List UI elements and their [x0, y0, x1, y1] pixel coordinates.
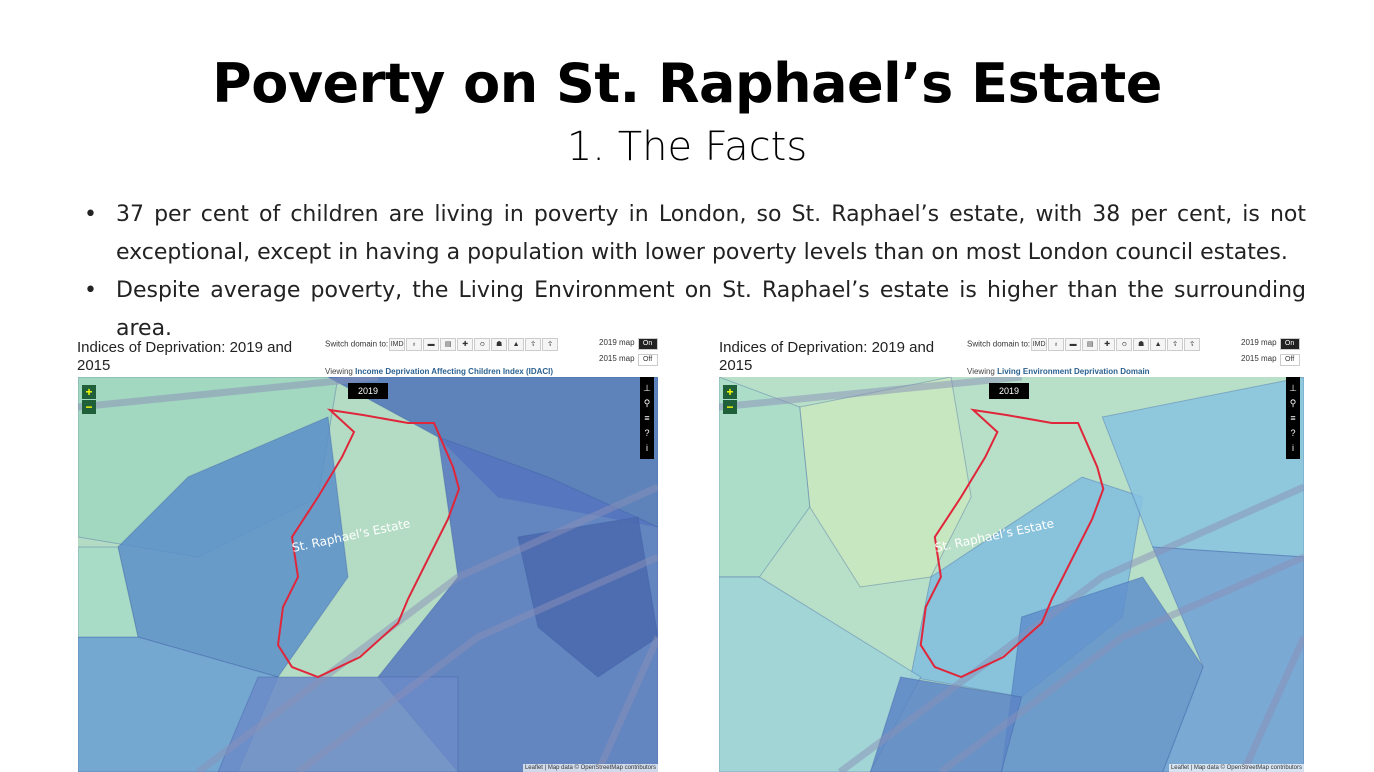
map-svg: St. Raphael’s Estate — [78, 377, 658, 772]
map-svg: St. Raphael’s Estate — [719, 377, 1304, 772]
map-title: Indices of Deprivation: 2019 and 2015 — [719, 339, 935, 374]
domain-button-employment[interactable]: ▬ — [423, 338, 440, 351]
domain-button-environment[interactable]: ▲ — [508, 338, 525, 351]
viewing-caption: Viewing Living Environment Deprivation D… — [967, 367, 1150, 376]
domain-button-income[interactable]: ♁ — [1048, 338, 1065, 351]
help-icon[interactable]: ? — [644, 428, 650, 438]
map-toolbar: ⊥ ⚲ ≡? i — [640, 377, 654, 459]
bullet-item: 37 per cent of children are living in po… — [84, 196, 1306, 272]
map-attribution[interactable]: Leaflet | Map data © OpenStreetMap contr… — [522, 764, 658, 772]
search-icon[interactable]: ⚲ — [1289, 398, 1297, 408]
layers-icon[interactable]: ≡ — [1290, 413, 1296, 423]
map-attribution[interactable]: Leaflet | Map data © OpenStreetMap contr… — [1168, 764, 1304, 772]
viewing-caption: Viewing Income Deprivation Affecting Chi… — [325, 367, 554, 376]
deprivation-area — [78, 546, 139, 638]
slide-subtitle: 1. The Facts — [566, 124, 808, 170]
help-icon[interactable]: ? — [1290, 428, 1296, 438]
domain-button-crime[interactable]: ഠ — [474, 338, 491, 351]
estate-outline — [276, 408, 461, 679]
deprivation-area — [217, 676, 459, 772]
toggle-2019-switch[interactable]: On — [637, 338, 658, 350]
map-title: Indices of Deprivation: 2019 and 2015 — [77, 339, 293, 374]
estate-outline — [919, 408, 1105, 679]
domain-button-education[interactable]: ▤ — [1082, 338, 1099, 351]
pin-icon[interactable]: ⊥ — [1289, 383, 1297, 393]
map-canvas[interactable]: St. Raphael’s Estate + − 2019 ⊥ ⚲ ≡? i Leafl… — [78, 377, 658, 772]
deprivation-map-panel: Indices of Deprivation: 2019 and 2015 Sw… — [77, 336, 667, 772]
viewing-domain: Living Environment Deprivation Domain — [997, 367, 1150, 376]
domain-button-children[interactable]: ☦ — [1167, 338, 1184, 351]
toggle-2015: 2015 map Off — [1241, 354, 1300, 366]
domain-button-education[interactable]: ▤ — [440, 338, 457, 351]
domain-button-children[interactable]: ☦ — [525, 338, 542, 351]
domain-button-imd[interactable]: IMD — [389, 338, 406, 351]
road — [78, 377, 658, 772]
zoom-out-button[interactable]: − — [723, 400, 737, 414]
info-icon[interactable]: i — [646, 443, 648, 453]
bullet-item: Despite average poverty, the Living Envi… — [84, 272, 1306, 348]
switch-label: Switch domain to: — [325, 339, 389, 349]
domain-switcher: Switch domain to: IMD ♁ ▬ ▤ ✚ ഠ ☗ ▲ ☦ ☦ — [967, 338, 1207, 351]
slide-title: Poverty on St. Raphael’s Estate — [212, 52, 1162, 115]
zoom-controls: + − — [82, 385, 96, 415]
info-icon[interactable]: i — [1292, 443, 1294, 453]
domain-button-older-people[interactable]: ☦ — [1184, 338, 1201, 351]
deprivation-map-panel: Indices of Deprivation: 2019 and 2015 Sw… — [719, 336, 1309, 772]
domain-button-environment[interactable]: ▲ — [1150, 338, 1167, 351]
domain-button-older-people[interactable]: ☦ — [542, 338, 559, 351]
domain-button-health[interactable]: ✚ — [457, 338, 474, 351]
pin-icon[interactable]: ⊥ — [643, 383, 651, 393]
domain-button-imd[interactable]: IMD — [1031, 338, 1048, 351]
domain-button-income[interactable]: ♁ — [406, 338, 423, 351]
layers-icon[interactable]: ≡ — [644, 413, 650, 423]
domain-switcher: Switch domain to: IMD ♁ ▬ ▤ ✚ ഠ ☗ ▲ ☦ ☦ — [325, 338, 565, 351]
year-badge: 2019 — [989, 383, 1030, 399]
zoom-controls: + − — [723, 385, 737, 415]
toggle-2015-switch[interactable]: Off — [637, 354, 658, 366]
map-canvas[interactable]: St. Raphael’s Estate + − 2019 ⊥ ⚲ ≡? i Leafl… — [719, 377, 1304, 772]
domain-button-housing[interactable]: ☗ — [1133, 338, 1150, 351]
toggle-2015: 2015 map Off — [599, 354, 658, 366]
domain-button-employment[interactable]: ▬ — [1065, 338, 1082, 351]
search-icon[interactable]: ⚲ — [643, 398, 651, 408]
deprivation-area — [799, 377, 972, 588]
zoom-out-button[interactable]: − — [82, 400, 96, 414]
toggle-2019: 2019 map On — [599, 338, 658, 350]
road — [719, 377, 1304, 772]
zoom-in-button[interactable]: + — [82, 385, 96, 399]
toggle-2019: 2019 map On — [1241, 338, 1300, 350]
year-badge: 2019 — [348, 383, 389, 399]
domain-button-housing[interactable]: ☗ — [491, 338, 508, 351]
toggle-2019-switch[interactable]: On — [1279, 338, 1300, 350]
bullet-list: 37 per cent of children are living in po… — [84, 196, 1306, 348]
domain-button-health[interactable]: ✚ — [1099, 338, 1116, 351]
zoom-in-button[interactable]: + — [723, 385, 737, 399]
map-toolbar: ⊥ ⚲ ≡? i — [1286, 377, 1300, 459]
switch-label: Switch domain to: — [967, 339, 1031, 349]
toggle-2015-switch[interactable]: Off — [1279, 354, 1300, 366]
viewing-domain: Income Deprivation Affecting Children In… — [355, 367, 554, 376]
domain-button-crime[interactable]: ഠ — [1116, 338, 1133, 351]
